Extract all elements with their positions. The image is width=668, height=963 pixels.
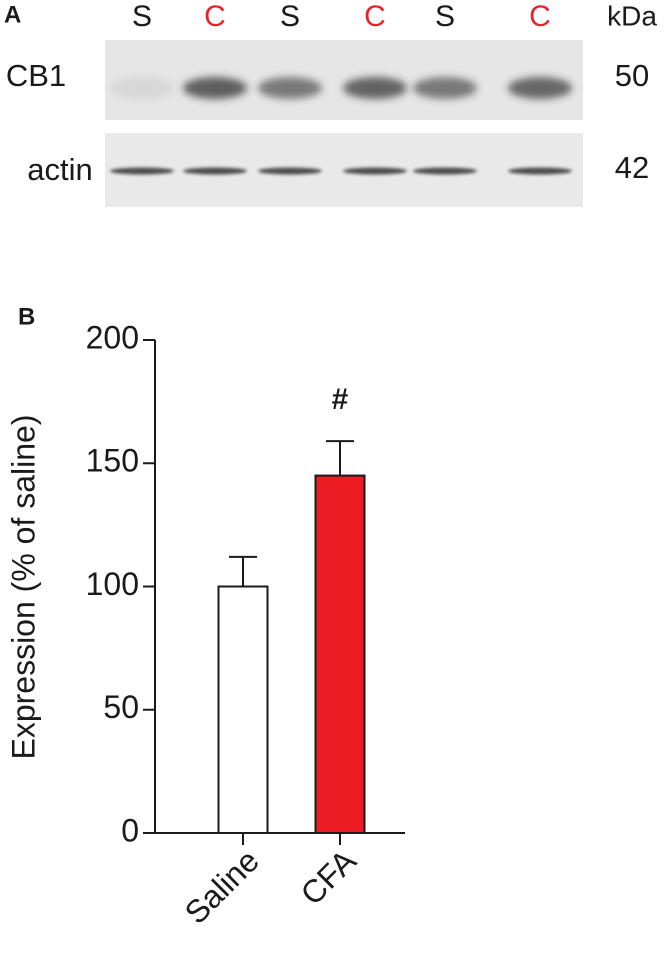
cb1-band bbox=[258, 77, 322, 99]
lane-label: C bbox=[364, 0, 386, 33]
row-label: actin bbox=[27, 152, 92, 187]
unit-label: kDa bbox=[607, 0, 657, 31]
lane-label: S bbox=[435, 0, 455, 33]
panel-label: B bbox=[18, 303, 35, 330]
y-tick-label: 150 bbox=[86, 443, 139, 479]
row-label: CB1 bbox=[6, 58, 66, 93]
actin-band bbox=[258, 167, 322, 175]
y-tick-label: 0 bbox=[121, 812, 139, 848]
blot-cb1 bbox=[105, 40, 583, 120]
actin-band bbox=[183, 167, 247, 175]
y-tick-label: 100 bbox=[86, 566, 139, 602]
cb1-band bbox=[508, 77, 572, 99]
bar bbox=[217, 585, 269, 834]
lane-label: C bbox=[529, 0, 551, 33]
x-tick-label: Saline bbox=[178, 842, 266, 930]
bar bbox=[314, 474, 366, 834]
lane-label: C bbox=[204, 0, 226, 33]
panel-label: A bbox=[4, 1, 21, 28]
y-tick-label: 50 bbox=[103, 689, 139, 725]
cb1-band bbox=[343, 77, 407, 99]
actin-band bbox=[413, 167, 477, 175]
annotation: # bbox=[332, 383, 349, 416]
lane-label: S bbox=[132, 0, 152, 33]
kda-label: 50 bbox=[615, 58, 649, 93]
actin-band bbox=[343, 167, 407, 175]
cb1-band bbox=[413, 77, 477, 99]
kda-label: 42 bbox=[615, 150, 649, 185]
actin-band bbox=[110, 167, 174, 175]
cb1-band bbox=[110, 77, 174, 99]
actin-band bbox=[508, 167, 572, 175]
y-axis-label: Expression (% of saline) bbox=[5, 414, 41, 759]
cb1-band bbox=[183, 77, 247, 99]
lane-label: S bbox=[280, 0, 300, 33]
y-tick-label: 200 bbox=[86, 319, 139, 355]
x-tick-label: CFA bbox=[293, 842, 363, 912]
